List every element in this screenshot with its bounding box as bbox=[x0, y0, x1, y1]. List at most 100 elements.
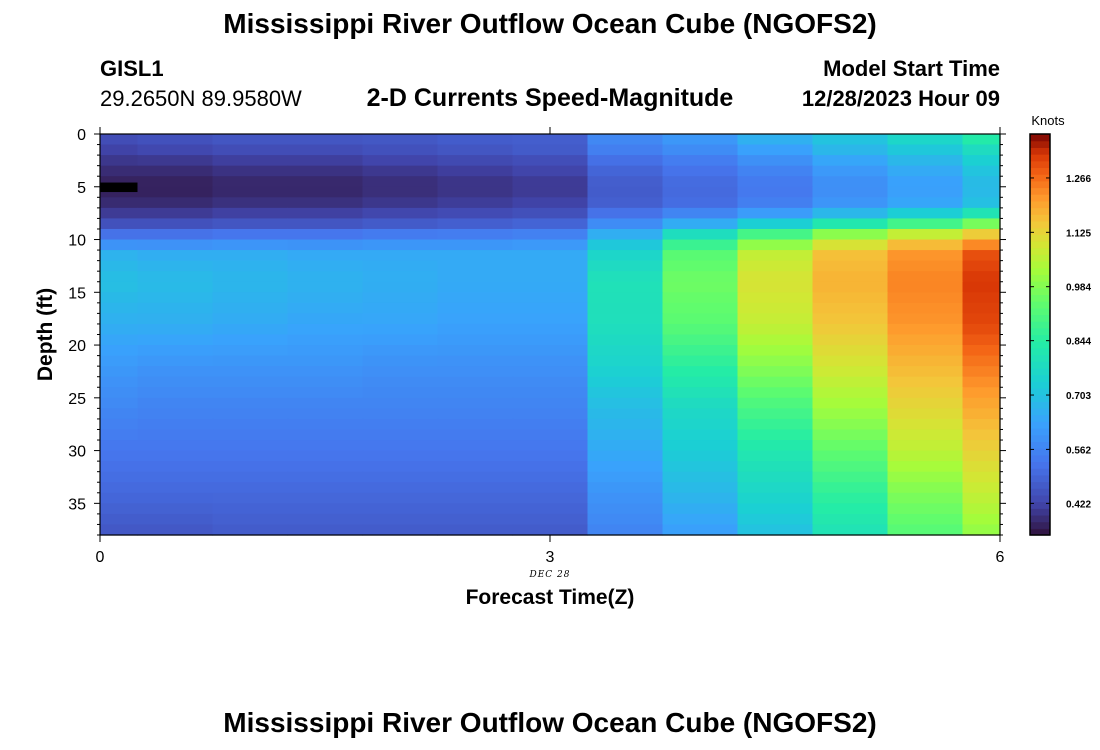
heatmap-cell bbox=[287, 292, 364, 304]
heatmap-cell bbox=[362, 281, 439, 293]
heatmap-cell bbox=[100, 207, 139, 220]
heatmap-cell bbox=[212, 176, 289, 188]
heatmap-cell bbox=[962, 302, 1001, 314]
colorbar-segment bbox=[1030, 481, 1050, 489]
heatmap-cell bbox=[362, 134, 439, 146]
heatmap-cell bbox=[437, 408, 514, 420]
heatmap-cell bbox=[512, 155, 589, 167]
heatmap-cell bbox=[287, 197, 364, 209]
heatmap-cell bbox=[287, 218, 364, 230]
heatmap-cell bbox=[437, 366, 514, 378]
heatmap-cell bbox=[737, 334, 814, 346]
heatmap-cell bbox=[662, 387, 739, 399]
heatmap-cell bbox=[212, 461, 289, 473]
heatmap-cell bbox=[587, 366, 664, 378]
heatmap-cell bbox=[100, 155, 139, 167]
heatmap-cell bbox=[362, 418, 439, 431]
colorbar-segment bbox=[1030, 367, 1050, 376]
heatmap-cell bbox=[287, 366, 364, 378]
heatmap-cell bbox=[362, 461, 439, 473]
heatmap-cell bbox=[662, 323, 739, 336]
colorbar-segment bbox=[1030, 528, 1050, 536]
heatmap-cell bbox=[887, 155, 964, 167]
heatmap-cell bbox=[362, 366, 439, 378]
heatmap-cell bbox=[137, 281, 214, 293]
heatmap-cell bbox=[212, 345, 289, 357]
heatmap-cell bbox=[962, 513, 1001, 526]
heatmap-cell bbox=[287, 503, 364, 515]
heatmap-cell bbox=[100, 260, 139, 272]
heatmap-cell bbox=[137, 218, 214, 230]
heatmap-cell bbox=[100, 239, 139, 251]
heatmap-cell bbox=[587, 397, 664, 409]
heatmap-cell bbox=[362, 408, 439, 420]
heatmap-cell bbox=[512, 165, 589, 177]
heatmap-cell bbox=[812, 250, 889, 262]
heatmap-cell bbox=[962, 313, 1001, 325]
colorbar-frame bbox=[1029, 133, 1051, 536]
heatmap-cell bbox=[512, 207, 589, 220]
heatmap-cell bbox=[737, 461, 814, 473]
heatmap-cell bbox=[212, 134, 289, 146]
heatmap-cell bbox=[287, 155, 364, 167]
heatmap-cell bbox=[212, 408, 289, 420]
heatmap-cell bbox=[737, 186, 814, 198]
colorbar-segment bbox=[1030, 267, 1050, 275]
heatmap-cell bbox=[287, 134, 364, 146]
heatmap-cell bbox=[362, 376, 439, 388]
colorbar-segment bbox=[1030, 401, 1050, 409]
heatmap-cell bbox=[437, 376, 514, 388]
heatmap-cell bbox=[100, 134, 139, 146]
heatmap-cell bbox=[662, 524, 739, 536]
heatmap-cell bbox=[212, 313, 289, 325]
heatmap-cell bbox=[437, 471, 514, 483]
heatmap-cell bbox=[962, 366, 1001, 378]
heatmap-cell bbox=[437, 345, 514, 357]
colorbar-segment bbox=[1030, 374, 1050, 382]
heatmap-cell bbox=[662, 218, 739, 230]
heatmap-cell bbox=[587, 260, 664, 272]
colorbar-segment bbox=[1030, 254, 1050, 262]
colorbar-segment bbox=[1030, 474, 1050, 483]
heatmap-cell bbox=[212, 144, 289, 156]
heatmap-cell bbox=[137, 207, 214, 220]
heatmap-cell bbox=[100, 492, 139, 504]
colorbar-segment bbox=[1030, 227, 1050, 235]
heatmap-cell bbox=[887, 176, 964, 188]
heatmap-cell bbox=[137, 450, 214, 462]
heatmap-cell bbox=[587, 134, 664, 146]
heatmap-cell bbox=[137, 492, 214, 504]
y-tick-label: 20 bbox=[68, 338, 86, 355]
heatmap-cell bbox=[587, 228, 664, 241]
colorbar-segment bbox=[1030, 240, 1050, 249]
x-tick-label: 0 bbox=[96, 549, 105, 566]
heatmap-cell bbox=[362, 292, 439, 304]
colorbar-segment bbox=[1030, 214, 1050, 222]
heatmap-cell bbox=[362, 207, 439, 220]
heatmap-cell bbox=[887, 345, 964, 357]
heatmap-cell bbox=[662, 292, 739, 304]
heatmap-cell bbox=[512, 471, 589, 483]
heatmap-cell bbox=[437, 165, 514, 177]
heatmap-cell bbox=[362, 334, 439, 346]
heatmap-cell bbox=[812, 334, 889, 346]
heatmap-cell bbox=[737, 292, 814, 304]
heatmap-cell bbox=[812, 440, 889, 452]
colorbar-segment bbox=[1030, 200, 1050, 209]
heatmap-cell bbox=[512, 376, 589, 388]
heatmap-cell bbox=[512, 239, 589, 251]
heatmap-cell bbox=[362, 387, 439, 399]
heatmap-cell bbox=[212, 450, 289, 462]
heatmap-cell bbox=[737, 366, 814, 378]
heatmap-cell bbox=[100, 302, 139, 314]
heatmap-cell bbox=[812, 376, 889, 388]
colorbar-segment bbox=[1030, 314, 1050, 322]
heatmap-cell bbox=[662, 176, 739, 188]
heatmap-cell bbox=[587, 376, 664, 388]
heatmap-cell bbox=[137, 513, 214, 526]
heatmap-cell bbox=[512, 482, 589, 494]
heatmap-cell bbox=[100, 366, 139, 378]
colorbar-segment bbox=[1030, 341, 1050, 349]
colorbar-tick-label: 1.266 bbox=[1066, 174, 1091, 185]
heatmap-cell bbox=[662, 134, 739, 146]
